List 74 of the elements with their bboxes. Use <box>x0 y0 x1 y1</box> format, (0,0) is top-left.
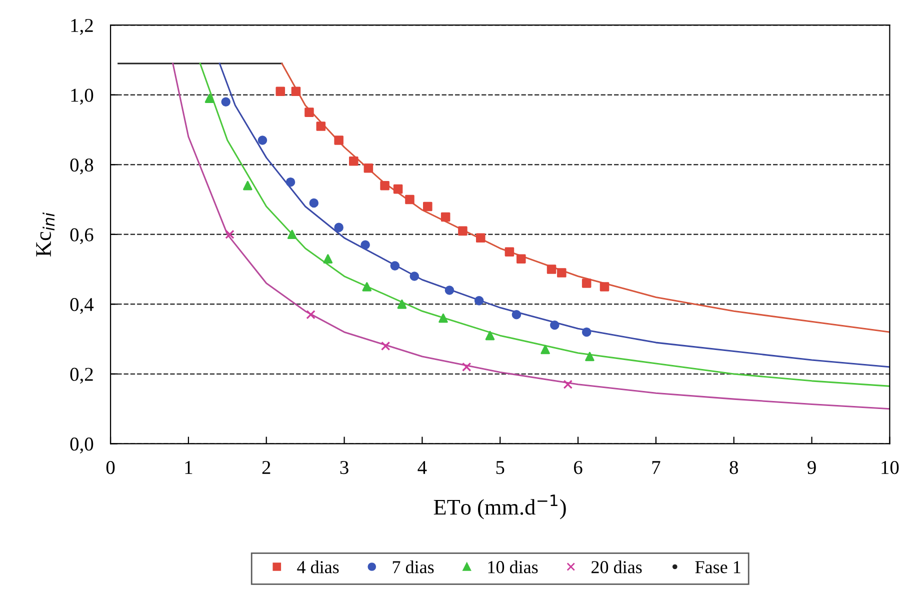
point <box>243 180 252 190</box>
point <box>393 184 403 194</box>
x-tick-label: 4 <box>418 461 427 474</box>
point <box>410 272 420 281</box>
x-tick-label: 6 <box>574 461 582 474</box>
point <box>405 194 414 204</box>
x-tick-label: 1 <box>185 461 192 474</box>
point <box>316 122 326 131</box>
point <box>309 198 319 208</box>
point <box>323 254 333 264</box>
point <box>287 230 297 240</box>
point <box>504 247 514 256</box>
point <box>585 352 594 362</box>
x-tick-label: 5 <box>496 461 504 474</box>
point <box>390 261 400 270</box>
point <box>458 226 468 236</box>
point <box>563 380 573 390</box>
y-tick-label: 1,2 <box>71 18 93 35</box>
point <box>360 240 370 250</box>
point <box>440 212 450 222</box>
point <box>304 108 314 117</box>
point <box>516 254 526 264</box>
point <box>557 268 566 278</box>
legend-label: Fase 1 <box>695 561 740 574</box>
y-tick-label: 0,0 <box>70 438 94 454</box>
point <box>582 327 592 337</box>
point <box>364 164 374 173</box>
point <box>380 180 390 190</box>
x-tick-label: 3 <box>340 461 348 474</box>
point <box>225 230 234 240</box>
point <box>462 362 472 372</box>
legend-label: 20 dias <box>592 560 642 574</box>
legend-label: 7 dias <box>392 560 434 574</box>
point <box>204 94 214 104</box>
legend-label: 4 dias <box>297 560 339 574</box>
point <box>362 282 372 292</box>
point <box>286 177 296 187</box>
y-axis-title: Kc$_{ini}$ <box>36 212 54 256</box>
point <box>423 202 432 212</box>
x-tick-label: 8 <box>730 460 738 474</box>
point <box>582 278 592 288</box>
y-tick-label: 0,6 <box>70 228 94 244</box>
point <box>276 86 286 96</box>
x-tick-label: 0 <box>106 460 115 474</box>
x-tick-label: 2 <box>262 461 270 474</box>
point <box>348 156 358 166</box>
point <box>258 136 268 145</box>
x-axis-title: ETo (mm.d$^{−1}$) <box>434 494 566 520</box>
point <box>550 320 560 330</box>
point <box>476 233 486 243</box>
y-tick-label: 0,2 <box>70 368 93 384</box>
point <box>600 282 610 292</box>
point <box>546 264 556 274</box>
point <box>380 341 390 351</box>
legend-label: 10 dias <box>488 560 538 574</box>
point <box>474 296 484 306</box>
x-tick-label: 10 <box>882 460 899 474</box>
point <box>306 310 316 320</box>
x-tick-label: 9 <box>808 461 816 474</box>
point <box>444 286 454 295</box>
point <box>334 222 344 232</box>
point <box>485 330 495 340</box>
point <box>397 300 407 309</box>
x-tick-label: 7 <box>652 461 660 474</box>
point <box>334 136 344 145</box>
point <box>512 310 522 320</box>
point <box>291 86 301 96</box>
point <box>438 313 448 323</box>
y-tick-label: 0,4 <box>70 298 94 314</box>
point <box>221 97 230 106</box>
y-tick-label: 0,8 <box>70 158 94 174</box>
point <box>540 344 550 354</box>
line-series <box>281 62 890 333</box>
y-tick-label: 1,0 <box>71 88 94 105</box>
